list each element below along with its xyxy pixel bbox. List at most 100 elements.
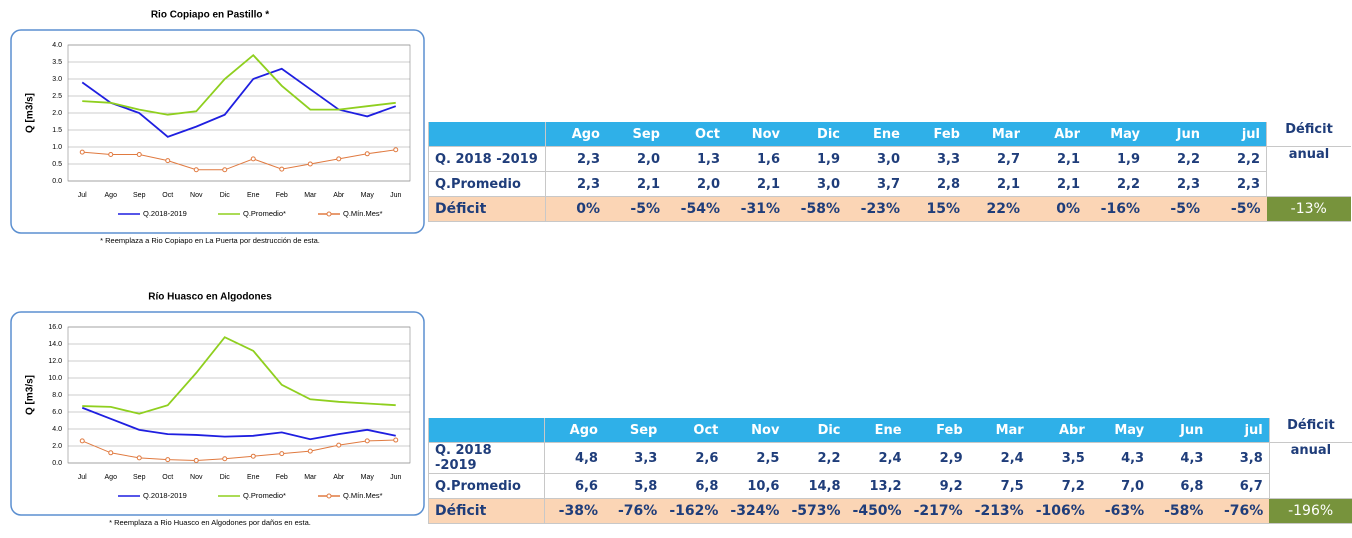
point-marker: [393, 147, 399, 153]
y-axis-label: Q [m3/s]: [25, 375, 36, 415]
cell-value: -162%: [663, 498, 725, 524]
point-marker: [336, 442, 342, 448]
column-header: Abr: [1029, 418, 1091, 443]
cell-value: -63%: [1090, 498, 1151, 524]
cell-value: 4,8: [544, 442, 604, 474]
y-tick-label: 0.0: [52, 178, 62, 185]
deficit-table: Ago Sep Oct Nov Dic Ene Feb Mar Abr May Jun jul Défi…: [428, 122, 1351, 222]
column-header: Sep: [603, 418, 664, 443]
chart-title: Río Huasco en Algodones: [148, 292, 272, 303]
cell-value: 15%: [906, 196, 966, 222]
annual-header: anual: [1268, 442, 1352, 499]
y-tick-label: 16.0: [48, 324, 62, 331]
y-tick-label: 2.5: [52, 93, 62, 100]
x-tick-label: Oct: [162, 474, 173, 481]
series-line: [82, 336, 396, 415]
cell-value: -450%: [846, 498, 908, 524]
column-header: jul: [1209, 418, 1270, 443]
series-line: [82, 53, 396, 116]
point-marker: [393, 437, 399, 443]
x-tick-label: May: [361, 474, 375, 481]
cell-value: -213%: [968, 498, 1030, 524]
point-marker: [222, 167, 228, 173]
cell-value: 6,8: [1150, 473, 1210, 499]
cell-value: 5,8: [603, 473, 664, 499]
cell-value: 2,0: [666, 171, 726, 197]
annual-value: -196%: [1269, 498, 1352, 524]
cell-value: 2,9: [907, 442, 969, 474]
point-marker: [165, 158, 171, 164]
row-label: Q.Promedio: [428, 171, 546, 197]
cell-value: 2,3: [545, 171, 606, 197]
legend-label: Q.Mín.Mes*: [343, 491, 383, 500]
y-tick-label: 0.0: [52, 460, 62, 467]
column-header: Feb: [906, 122, 966, 147]
cell-value: -324%: [724, 498, 786, 524]
cell-value: 1,3: [666, 146, 726, 172]
x-tick-label: Ago: [105, 474, 118, 481]
x-tick-label: Ene: [247, 192, 260, 199]
y-tick-label: 14.0: [48, 341, 62, 348]
column-header: May: [1090, 418, 1151, 443]
cell-value: -38%: [544, 498, 604, 524]
point-marker: [222, 456, 228, 462]
y-tick-label: 4.0: [52, 42, 62, 49]
x-tick-label: Mar: [304, 192, 317, 199]
column-header: Feb: [907, 418, 969, 443]
plot-area: [67, 44, 411, 182]
column-header: Oct: [666, 122, 726, 147]
point-marker: [165, 457, 171, 463]
cell-value: 22%: [966, 196, 1026, 222]
cell-value: 3,5: [1029, 442, 1091, 474]
header-corner: [428, 122, 546, 147]
column-header: Mar: [966, 122, 1026, 147]
x-tick-label: Jun: [390, 192, 401, 199]
column-header: Dic: [786, 122, 846, 147]
legend-label: Q.2018-2019: [143, 491, 187, 500]
y-tick-label: 2.0: [52, 443, 62, 450]
x-tick-label: Ene: [247, 474, 260, 481]
cell-value: 2,3: [545, 146, 606, 172]
y-tick-label: 1.0: [52, 144, 62, 151]
chart-note: * Reemplaza a Rio Huasco en Algodones po…: [109, 518, 311, 527]
cell-value: -76%: [1209, 498, 1270, 524]
column-header: May: [1086, 122, 1146, 147]
legend-marker: [326, 493, 332, 499]
cell-value: 10,6: [724, 473, 786, 499]
point-marker: [136, 151, 142, 157]
y-tick-label: 12.0: [48, 358, 62, 365]
column-header: Sep: [606, 122, 666, 147]
row-label: Déficit: [428, 498, 545, 524]
point-marker: [307, 448, 313, 454]
point-marker: [193, 457, 199, 463]
x-tick-label: Dic: [220, 474, 231, 481]
cell-value: 4,3: [1150, 442, 1210, 474]
cell-value: 3,8: [1209, 442, 1270, 474]
cell-value: 2,8: [906, 171, 966, 197]
annual-header: Déficit: [1266, 122, 1351, 147]
cell-value: -58%: [786, 196, 846, 222]
series-line: [82, 439, 396, 461]
cell-value: 9,2: [907, 473, 969, 499]
row-label: Q. 2018 -2019: [428, 146, 546, 172]
cell-value: 6,7: [1209, 473, 1270, 499]
x-tick-label: Feb: [276, 192, 288, 199]
x-tick-label: Abr: [333, 192, 345, 199]
series-line: [81, 67, 397, 138]
cell-value: 4,3: [1090, 442, 1151, 474]
x-tick-label: Jun: [390, 474, 401, 481]
cell-value: -16%: [1086, 196, 1146, 222]
x-tick-label: Feb: [276, 474, 288, 481]
cell-value: 2,4: [846, 442, 908, 474]
chart-frame: [10, 29, 425, 234]
chart-note: * Reemplaza a Rio Copiapo en La Puerta p…: [100, 236, 320, 245]
cell-value: -217%: [907, 498, 969, 524]
cell-value: -58%: [1150, 498, 1210, 524]
legend-label: Q.2018-2019: [143, 209, 187, 218]
column-header: Nov: [724, 418, 786, 443]
cell-value: 2,2: [785, 442, 847, 474]
point-marker: [364, 438, 370, 444]
x-tick-label: Nov: [190, 192, 203, 199]
cell-value: 2,1: [1026, 171, 1086, 197]
